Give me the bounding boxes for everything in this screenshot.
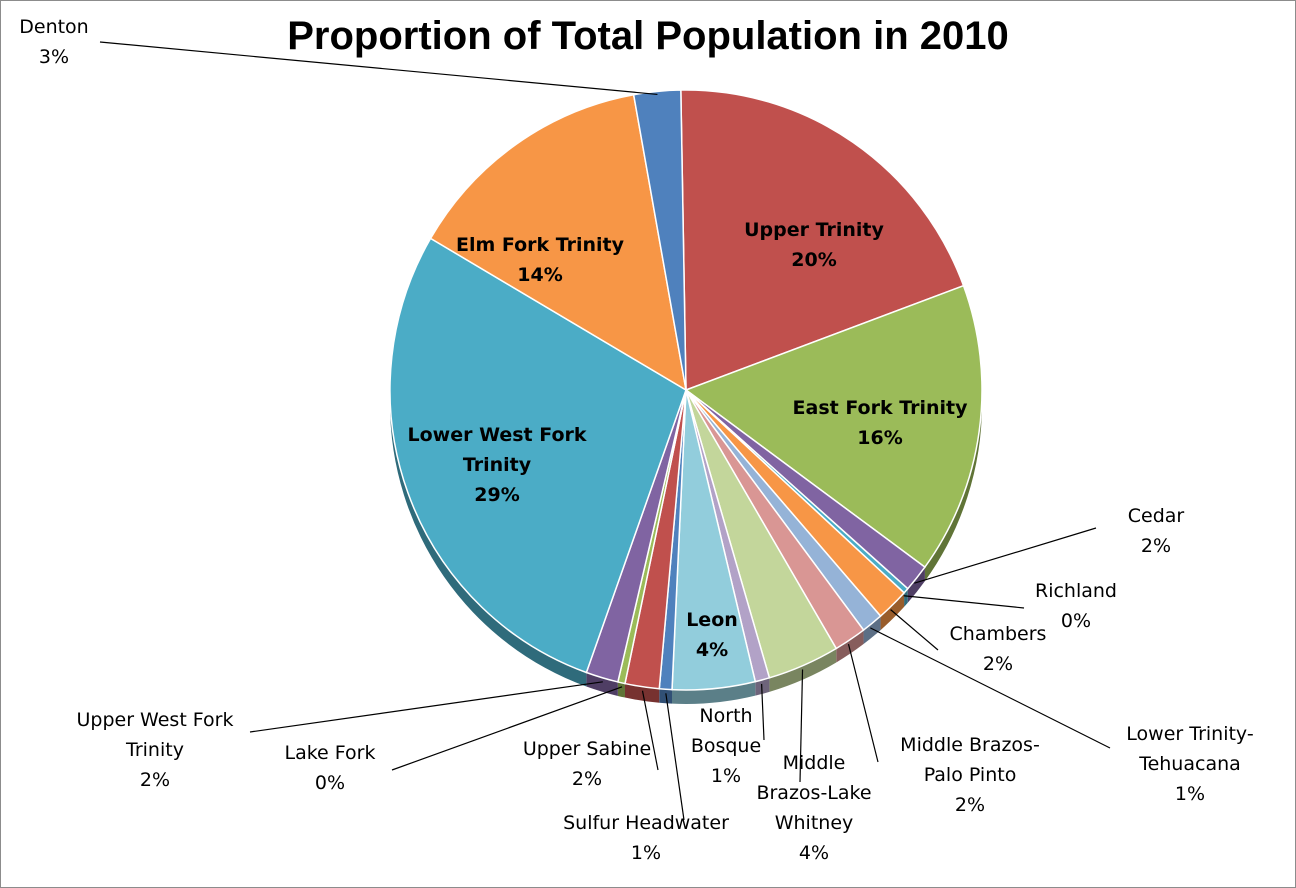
leader-line-richland <box>903 595 1025 609</box>
leader-line-cedar <box>914 527 1097 584</box>
slice-upper-trinity <box>680 89 965 392</box>
label-chambers: Chambers 2% <box>950 623 1047 675</box>
slice-denton <box>632 89 687 391</box>
label-denton: Denton 3% <box>19 16 88 68</box>
depth-north-bosque <box>755 677 770 696</box>
label-middle-brazos-palo-pinto: Middle Brazos-Palo Pinto 2% <box>900 734 1040 816</box>
depth-middle-brazos-palo-pinto <box>836 630 864 663</box>
leader-line-north-bosque <box>761 683 765 741</box>
depth-cedar <box>907 567 925 603</box>
label-north-bosque: North Bosque 1% <box>691 705 761 787</box>
label-lower-west-fork-trinity: Lower West Fork Trinity 29% <box>407 424 586 506</box>
chart-title: Proportion of Total Population in 2010 <box>287 14 1009 58</box>
label-lower-trinity-tehuacana: Lower Trinity-Tehuacana 1% <box>1126 723 1253 805</box>
depth-lower-trinity-tehuacana <box>863 616 881 645</box>
leader-line-lake-fork <box>391 686 623 771</box>
label-elm-fork-trinity: Elm Fork Trinity 14% <box>456 234 625 286</box>
label-richland: Richland 0% <box>1035 580 1117 632</box>
slice-east-fork-trinity <box>684 284 983 569</box>
leader-line-sulfur-headwater <box>665 693 685 821</box>
label-cedar: Cedar 2% <box>1128 505 1185 557</box>
leader-line-denton <box>99 41 658 96</box>
label-middle-brazos-lake-whitney: Middle Brazos-Lake Whitney 4% <box>756 752 871 864</box>
label-east-fork-trinity: East Fork Trinity 16% <box>793 397 969 449</box>
depth-leon <box>672 681 756 704</box>
depth-east-fork-trinity <box>924 390 982 582</box>
depth-upper-west-fork-trinity <box>586 672 618 696</box>
leader-line-upper-sabine <box>641 690 659 771</box>
label-upper-west-fork-trinity: Upper West Fork Trinity 2% <box>76 709 233 791</box>
label-upper-sabine: Upper Sabine 2% <box>523 738 651 790</box>
depth-richland <box>904 588 908 607</box>
label-upper-trinity: Upper Trinity 20% <box>744 219 884 271</box>
leader-line-lower-trinity-tehuacana <box>870 627 1111 749</box>
leader-line-middle-brazos-palo-pinto <box>847 644 879 763</box>
depth-lake-fork <box>617 681 625 698</box>
label-sulfur-headwater: Sulfur Headwater 1% <box>563 812 729 864</box>
label-leon: Leon 4% <box>686 609 738 661</box>
slice-elm-fork-trinity <box>429 93 688 392</box>
depth-sulfur-headwater <box>659 688 673 704</box>
leader-line-chambers <box>890 609 939 651</box>
pie-slices <box>389 89 983 691</box>
leader-line-middle-brazos-lake-whitney <box>799 669 804 783</box>
slice-labels: Upper Trinity 20% East Fork Trinity 16% Ceda… <box>19 16 1253 864</box>
leader-line-upper-west-fork-trinity <box>249 681 603 733</box>
leader-lines <box>99 41 1111 821</box>
label-lake-fork: Lake Fork 0% <box>285 742 376 794</box>
